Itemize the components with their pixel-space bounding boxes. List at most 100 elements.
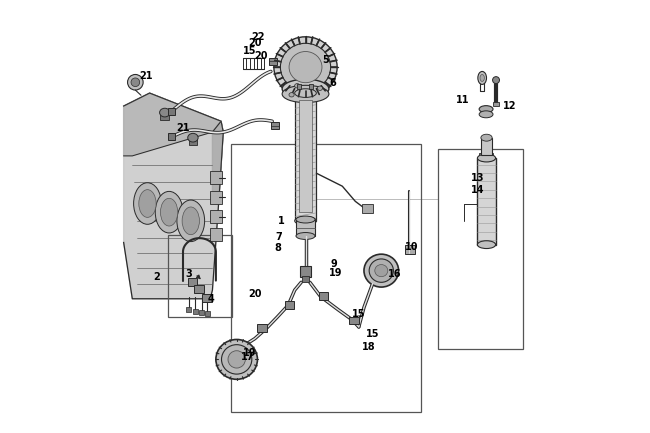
Bar — [300, 266, 311, 277]
Text: 4: 4 — [207, 294, 214, 304]
Ellipse shape — [481, 134, 492, 141]
Bar — [168, 108, 175, 115]
Ellipse shape — [369, 259, 393, 282]
Polygon shape — [213, 121, 223, 199]
Ellipse shape — [134, 183, 161, 224]
Ellipse shape — [177, 200, 205, 242]
Bar — [194, 285, 203, 293]
Ellipse shape — [480, 74, 484, 81]
Ellipse shape — [493, 77, 499, 84]
Ellipse shape — [294, 84, 300, 88]
Ellipse shape — [280, 43, 331, 91]
Bar — [319, 292, 328, 300]
Text: 12: 12 — [502, 101, 516, 111]
Bar — [210, 228, 222, 241]
Polygon shape — [124, 93, 221, 156]
Text: 3: 3 — [185, 268, 192, 279]
Text: 19: 19 — [243, 348, 257, 358]
Ellipse shape — [375, 265, 388, 277]
Text: 15: 15 — [352, 309, 366, 319]
Ellipse shape — [296, 233, 315, 239]
Ellipse shape — [274, 37, 337, 97]
Ellipse shape — [222, 345, 252, 374]
Ellipse shape — [131, 78, 140, 87]
Bar — [271, 122, 279, 129]
Bar — [168, 133, 175, 140]
Text: 15: 15 — [366, 329, 380, 339]
Bar — [405, 245, 415, 254]
Ellipse shape — [282, 85, 329, 103]
Text: 2: 2 — [153, 272, 160, 282]
Bar — [477, 158, 495, 245]
Text: 19: 19 — [330, 268, 343, 278]
Ellipse shape — [294, 216, 317, 225]
Text: 17: 17 — [241, 352, 255, 362]
Text: 15: 15 — [243, 46, 257, 56]
Ellipse shape — [228, 351, 245, 368]
Bar — [300, 100, 311, 212]
Ellipse shape — [216, 339, 257, 379]
Bar — [210, 191, 222, 204]
Text: 20: 20 — [248, 289, 261, 300]
Bar — [161, 113, 169, 120]
Ellipse shape — [478, 71, 486, 84]
Bar — [439, 149, 523, 349]
Text: 10: 10 — [405, 242, 418, 252]
Ellipse shape — [182, 207, 200, 235]
Text: 14: 14 — [471, 184, 484, 195]
Ellipse shape — [317, 86, 322, 90]
Ellipse shape — [479, 106, 493, 113]
Ellipse shape — [294, 89, 317, 97]
Bar — [188, 139, 197, 145]
Ellipse shape — [127, 74, 143, 90]
Bar — [285, 301, 294, 309]
Bar — [205, 311, 210, 316]
Bar — [188, 278, 197, 286]
Ellipse shape — [289, 52, 322, 83]
Text: 5: 5 — [322, 55, 329, 65]
Bar — [257, 324, 267, 332]
Bar — [168, 235, 232, 317]
Ellipse shape — [479, 111, 493, 118]
Ellipse shape — [477, 241, 495, 249]
Bar — [231, 144, 421, 412]
Text: 20: 20 — [249, 38, 262, 48]
Text: 9: 9 — [330, 259, 337, 269]
Text: 11: 11 — [456, 94, 469, 105]
Ellipse shape — [139, 190, 156, 217]
Bar — [309, 84, 313, 89]
Text: 18: 18 — [362, 342, 376, 352]
Ellipse shape — [155, 191, 183, 233]
Text: 13: 13 — [471, 173, 484, 184]
Bar — [479, 153, 493, 158]
Text: 8: 8 — [275, 242, 281, 253]
Text: 1: 1 — [278, 216, 285, 226]
Text: 6: 6 — [330, 78, 336, 88]
Ellipse shape — [477, 154, 495, 162]
Bar — [199, 310, 204, 315]
Text: 16: 16 — [388, 268, 401, 279]
Bar — [349, 317, 359, 324]
Bar — [269, 58, 277, 65]
Text: 21: 21 — [176, 123, 190, 133]
Ellipse shape — [289, 93, 294, 97]
Ellipse shape — [364, 254, 398, 287]
Bar — [297, 84, 301, 89]
Bar — [202, 294, 211, 302]
Bar — [210, 210, 222, 223]
Bar — [186, 307, 191, 312]
Bar — [294, 93, 317, 221]
Ellipse shape — [161, 198, 178, 226]
Ellipse shape — [188, 133, 198, 142]
Text: 21: 21 — [139, 71, 153, 81]
Text: 20: 20 — [254, 51, 268, 61]
Bar — [493, 102, 499, 106]
Bar — [481, 138, 492, 155]
Bar — [302, 276, 309, 282]
Bar — [192, 309, 198, 314]
Ellipse shape — [282, 79, 329, 98]
Bar — [210, 171, 222, 184]
Polygon shape — [124, 93, 223, 299]
Text: 22: 22 — [252, 32, 265, 42]
Bar — [362, 204, 372, 213]
